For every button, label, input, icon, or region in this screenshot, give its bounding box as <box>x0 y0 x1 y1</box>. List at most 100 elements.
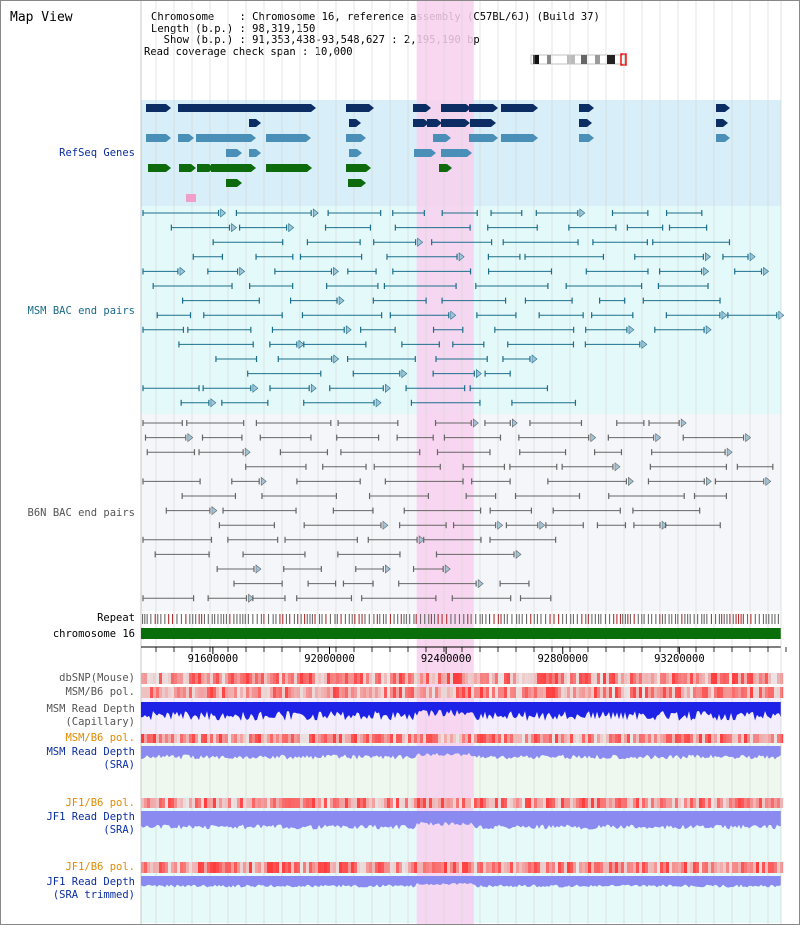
msm-b6-pol-heat-2 <box>264 734 268 743</box>
repeat-mark <box>774 614 776 624</box>
jf1-b6-pol-heat-2 <box>201 862 205 873</box>
gene-block <box>441 104 466 112</box>
msm-b6-pol-heat-2 <box>663 734 667 743</box>
msm-b6-pol-heat <box>648 687 652 698</box>
msm-b6-pol-heat-2 <box>687 734 691 743</box>
msm-b6-pol-heat <box>750 687 754 698</box>
msm-b6-pol-heat <box>720 687 724 698</box>
msm-b6-pol-heat <box>399 687 403 698</box>
dbsnp-heat <box>681 673 685 684</box>
msm-b6-pol-heat-2 <box>507 734 511 743</box>
dbsnp-heat <box>342 673 346 684</box>
msm-b6-pol-heat <box>627 687 631 698</box>
msm-b6-pol-heat <box>552 687 556 698</box>
chromosome-ideogram[interactable] <box>529 53 629 67</box>
repeat-mark <box>420 614 422 624</box>
repeat-mark <box>229 614 231 624</box>
jf1-b6-pol-heat-2 <box>372 862 376 873</box>
repeat-mark <box>454 614 456 624</box>
msm-b6-pol-heat-2 <box>471 734 475 743</box>
jf1-b6-pol-heat <box>579 798 583 808</box>
gene-block <box>579 104 589 112</box>
jf1-b6-pol-heat <box>450 798 454 808</box>
gene-strand-arrow <box>589 104 594 112</box>
gene-block <box>348 179 361 187</box>
jf1-b6-pol-heat-2 <box>705 862 709 873</box>
msm-b6-pol-heat <box>498 687 502 698</box>
jf1-b6-pol-heat-2 <box>378 862 382 873</box>
repeat-mark <box>570 614 572 624</box>
dbsnp-heat <box>726 673 730 684</box>
jf1-b6-pol-heat-2 <box>468 862 472 873</box>
jf1-b6-pol-heat-2 <box>309 862 313 873</box>
msm-bac-end-arrow <box>312 208 319 218</box>
msm-b6-pol-heat-2 <box>168 734 172 743</box>
msm-b6-pol-heat-2 <box>324 734 328 743</box>
jf1-b6-pol-heat <box>240 798 244 808</box>
msm-b6-pol-heat <box>171 687 175 698</box>
msm-b6-pol-heat-2 <box>774 734 778 743</box>
jf1-b6-pol-heat <box>699 798 703 808</box>
msm-b6-pol-heat-2 <box>519 734 523 743</box>
jf1-b6-pol-heat-2 <box>579 862 583 873</box>
repeat-mark <box>217 614 219 624</box>
msm-bac-end-arrow <box>458 252 465 262</box>
jf1-b6-pol-heat-2 <box>177 862 181 873</box>
msm-b6-pol-heat <box>252 687 256 698</box>
repeat-mark <box>668 614 670 624</box>
msm-b6-pol-heat <box>144 687 148 698</box>
dbsnp-heat <box>468 673 472 684</box>
jf1-b6-pol-heat <box>255 798 259 808</box>
msm-b6-pol-heat <box>204 687 208 698</box>
dbsnp-heat <box>333 673 337 684</box>
msm-b6-pol-heat-2 <box>525 734 529 743</box>
msm-b6-pol-heat-2 <box>363 734 367 743</box>
jf1-b6-pol-heat <box>189 798 193 808</box>
jf1-b6-pol-heat-2 <box>204 862 208 873</box>
jf1-b6-pol-heat-2 <box>699 862 703 873</box>
jf1-b6-pol-heat-2 <box>558 862 562 873</box>
msm-b6-pol-heat <box>492 687 496 698</box>
jf1-b6-pol-heat-2 <box>711 862 715 873</box>
msm-b6-pol-heat-2 <box>414 734 418 743</box>
msm-b6-pol-heat <box>735 687 739 698</box>
msm-b6-pol-heat <box>423 687 427 698</box>
msm-b6-pol-heat <box>156 687 160 698</box>
jf1-b6-pol-heat-2 <box>246 862 250 873</box>
repeat-mark <box>558 614 560 624</box>
jf1-b6-pol-heat <box>264 798 268 808</box>
dbsnp-heat <box>657 673 661 684</box>
jf1-b6-pol-heat-2 <box>738 862 742 873</box>
repeat-mark <box>693 614 695 624</box>
b6n-bac-end-arrow <box>655 432 662 443</box>
repeat-mark <box>314 614 316 624</box>
jf1-b6-pol-heat-2 <box>540 862 544 873</box>
jf1-b6-pol-heat-2 <box>180 862 184 873</box>
jf1-depth-trimmed-profile <box>141 876 781 888</box>
dbsnp-heat <box>195 673 199 684</box>
repeat-mark <box>553 614 555 624</box>
jf1-b6-pol-heat-2 <box>657 862 661 873</box>
msm-b6-pol-heat-2 <box>711 734 715 743</box>
jf1-b6-pol-heat <box>774 798 778 808</box>
msm-b6-pol-heat <box>573 687 577 698</box>
dbsnp-heat <box>708 673 712 684</box>
b6n-bac-end-arrow <box>477 578 484 589</box>
msm-b6-pol-heat <box>420 687 424 698</box>
msm-b6-pol-heat-2 <box>651 734 655 743</box>
repeat-mark <box>247 614 249 624</box>
msm-bac-end-arrow <box>628 325 635 335</box>
msm-b6-pol-heat <box>747 687 751 698</box>
msm-depth-capillary-label-2: (Capillary) <box>65 716 135 728</box>
msm-b6-pol-heat <box>576 687 580 698</box>
msm-b6-pol-heat-2 <box>759 734 763 743</box>
jf1-b6-pol-heat <box>348 798 352 808</box>
jf1-b6-pol-heat <box>483 798 487 808</box>
jf1-b6-pol-heat-2 <box>483 862 487 873</box>
msm-b6-pol-heat-2 <box>501 734 505 743</box>
gene-block <box>146 134 166 142</box>
msm-b6-pol-heat <box>270 687 274 698</box>
jf1-b6-pol-heat-2 <box>183 862 187 873</box>
gene-block <box>226 179 237 187</box>
